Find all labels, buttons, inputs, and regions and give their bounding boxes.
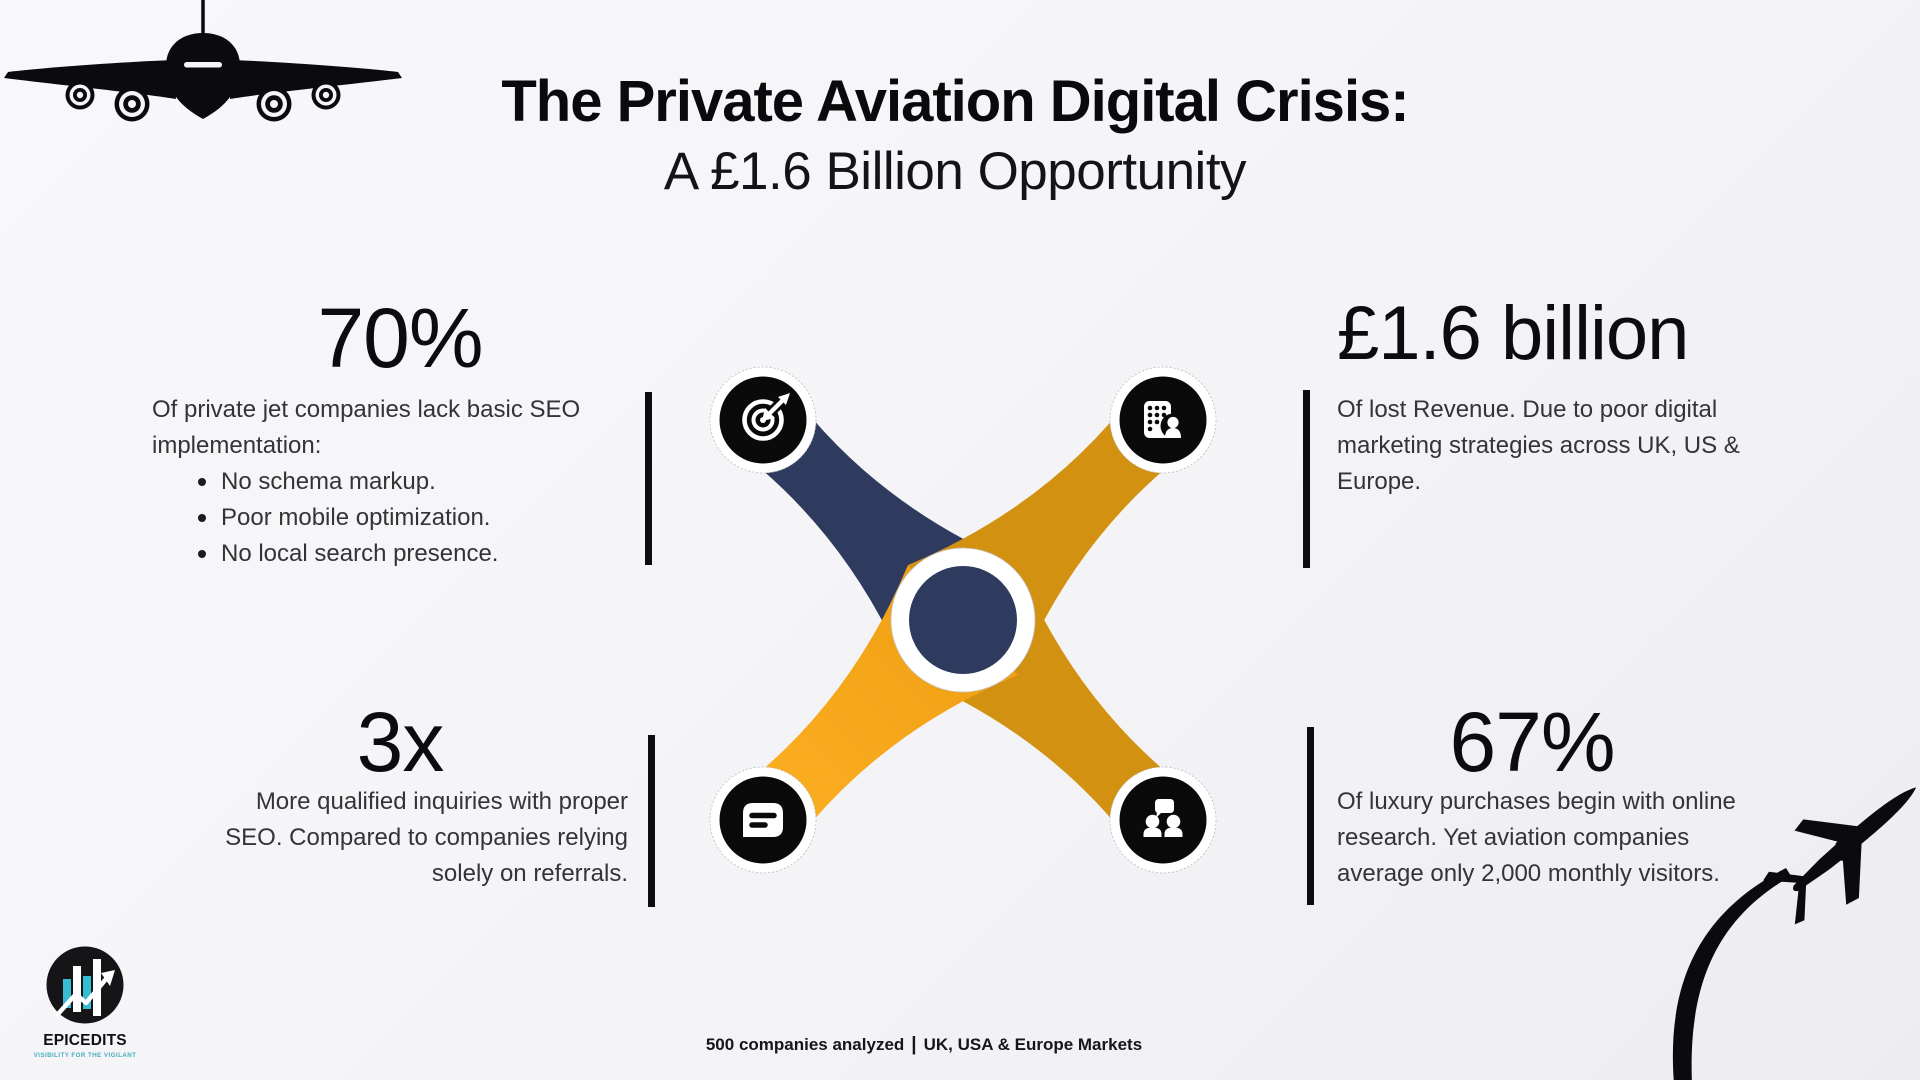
stat-luxury-research-value: 67% [1449, 695, 1615, 789]
front-airplane-icon [4, 0, 402, 122]
stat-luxury-research-description: Of luxury purchases begin with online re… [1337, 788, 1736, 887]
divider-bottom-left [648, 735, 655, 907]
stat-seo-gap-value: 70% [317, 291, 483, 385]
footer-separator: | [911, 1034, 917, 1055]
footer-sample-size: 500 companies analyzed [705, 1035, 905, 1054]
stat-seo-gap-description: Of private jet companies lack basic SEO … [152, 396, 581, 459]
divider-bottom-right [1307, 727, 1314, 905]
bullet-item: No schema markup. [198, 464, 718, 500]
title-line-1: The Private Aviation Digital Crisis: [501, 69, 1409, 134]
page-title: The Private Aviation Digital Crisis: A £… [0, 70, 1910, 203]
logo-epicedits: EPICEDITS VISIBILITY FOR THE VIGILANT [29, 946, 141, 1059]
jet-contrail [1672, 868, 1791, 1080]
stat-seo-gap-bullets: No schema markup. Poor mobile optimizati… [152, 464, 718, 572]
bullet-item: Poor mobile optimization. [198, 500, 718, 536]
title-line-2: A £1.6 Billion Opportunity [663, 141, 1247, 201]
chat-icon [709, 766, 817, 874]
stat-inquiries-value: 3x [356, 695, 445, 789]
engine-icon [65, 80, 95, 110]
people-discussion-icon [1109, 766, 1217, 874]
engine-icon [114, 86, 150, 122]
bullet-item: No local search presence. [198, 536, 718, 572]
stat-lost-revenue-description: Of lost Revenue. Due to poor digital mar… [1337, 396, 1740, 495]
footer-markets: UK, USA & Europe Markets [923, 1035, 1143, 1054]
logo-wordmark: EPICEDITS [43, 1032, 127, 1049]
divider-top-left [645, 392, 652, 565]
stat-lost-revenue-value: £1.6 billion [1337, 291, 1689, 376]
diagram-center-circle [890, 547, 1036, 693]
engine-icon [311, 80, 341, 110]
building-contact-icon [1109, 366, 1217, 474]
logo-chart-icon [46, 946, 124, 1024]
engine-icon [256, 86, 292, 122]
target-icon [709, 366, 817, 474]
footer-note: 500 companies analyzed | UK, USA & Europe … [706, 1034, 1142, 1056]
flying-jet-icon [1763, 787, 1917, 925]
stat-inquiries-description: More qualified inquiries with proper SEO… [225, 788, 628, 887]
divider-top-right [1303, 390, 1310, 568]
logo-tagline: VISIBILITY FOR THE VIGILANT [33, 1052, 137, 1059]
